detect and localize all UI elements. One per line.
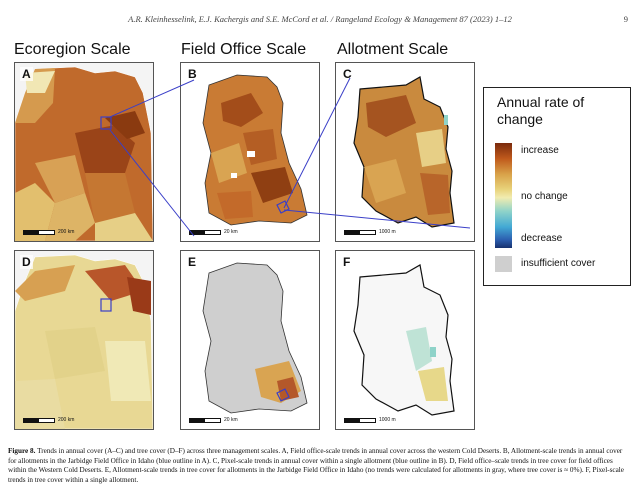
panel-d-ecoregion-tree: D 200 km	[14, 250, 154, 430]
allotment-outline-b	[276, 200, 290, 214]
ecoregion-annual-map	[15, 63, 153, 241]
running-head: A.R. Kleinhesselink, E.J. Kachergis and …	[128, 14, 512, 24]
panel-d-scalebar: 200 km	[23, 417, 74, 423]
field-office-tree-map	[181, 251, 319, 429]
field-office-annual-map	[181, 63, 319, 241]
figure-caption: Figure 8. Trends in annual cover (A–C) a…	[8, 447, 632, 485]
panel-c-label: C	[341, 67, 354, 81]
panel-c-allotment-annual: C 1000 m	[335, 62, 475, 242]
panel-c-scalebar: 1000 m	[344, 229, 396, 235]
panel-e-field-office-tree: E 20 km	[180, 250, 320, 430]
ecoregion-tree-map	[15, 251, 153, 429]
caption-text: Trends in annual cover (A–C) and tree co…	[8, 447, 624, 484]
legend-insufficient: insufficient cover	[521, 258, 596, 269]
panel-e-scalebar: 20 km	[189, 417, 238, 423]
panel-e-label: E	[186, 255, 199, 269]
panel-b-scalebar: 20 km	[189, 229, 238, 235]
panel-f-label: F	[341, 255, 353, 269]
panel-d-label: D	[20, 255, 33, 269]
panel-b-field-office-annual: B 20 km	[180, 62, 320, 242]
panel-a-label: A	[20, 67, 33, 81]
panel-a-scalebar: 200 km	[23, 229, 74, 235]
legend-no-change: no change	[521, 191, 568, 202]
legend-increase: increase	[521, 145, 559, 156]
jarbidge-outline-d	[100, 298, 112, 312]
caption-label: Figure 8.	[8, 447, 36, 455]
change-legend: Annual rate of change increase no change …	[483, 87, 631, 286]
allotment-annual-map	[336, 63, 474, 241]
legend-decrease: decrease	[521, 233, 563, 244]
panel-a-ecoregion-annual: A 200 km	[14, 62, 154, 242]
legend-color-ramp	[495, 143, 512, 248]
panel-f-allotment-tree: F 1000 m	[335, 250, 475, 430]
jarbidge-outline-a	[100, 116, 112, 130]
panel-b-label: B	[186, 67, 199, 81]
legend-insufficient-swatch	[495, 256, 512, 272]
page-number: 9	[623, 14, 628, 24]
allotment-tree-map	[336, 251, 474, 429]
field-office-scale-title: Field Office Scale	[181, 41, 307, 58]
panel-f-scalebar: 1000 m	[344, 417, 396, 423]
ecoregion-scale-title: Ecoregion Scale	[14, 41, 131, 58]
legend-title: Annual rate of change	[497, 94, 585, 127]
allotment-outline-e	[276, 388, 290, 402]
allotment-scale-title: Allotment Scale	[337, 41, 449, 58]
